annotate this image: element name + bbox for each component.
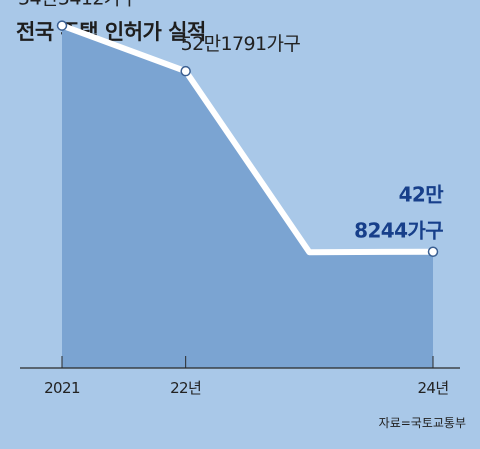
value-label-2021: 54만5412가구	[18, 0, 138, 10]
x-axis-ticks	[61, 356, 434, 368]
x-tick-label-2024: 24년	[417, 379, 448, 397]
data-point-2024	[427, 246, 439, 257]
chart-title: 전국 주택 인허가 실적	[16, 20, 206, 44]
trend-line	[60, 22, 434, 256]
source-note: 자료=국토교통부	[378, 416, 466, 430]
data-points	[56, 20, 439, 257]
value-label-2024-line-1: 42만	[399, 183, 445, 207]
x-tick-label-2022: 22년	[170, 379, 201, 397]
value-label-2024-line-2: 8244가구	[354, 219, 443, 243]
x-tick-label-2021: 2021	[44, 379, 80, 397]
x-axis-tick-labels: 2021 22년 24년	[44, 379, 449, 397]
value-label-2022: 52만1791가구	[181, 33, 301, 55]
data-point-2022	[180, 65, 191, 77]
value-labels: 54만5412가구 52만1791가구 42만 8244가구	[18, 0, 445, 243]
area-fill	[62, 25, 433, 368]
data-point-2021	[56, 20, 68, 31]
